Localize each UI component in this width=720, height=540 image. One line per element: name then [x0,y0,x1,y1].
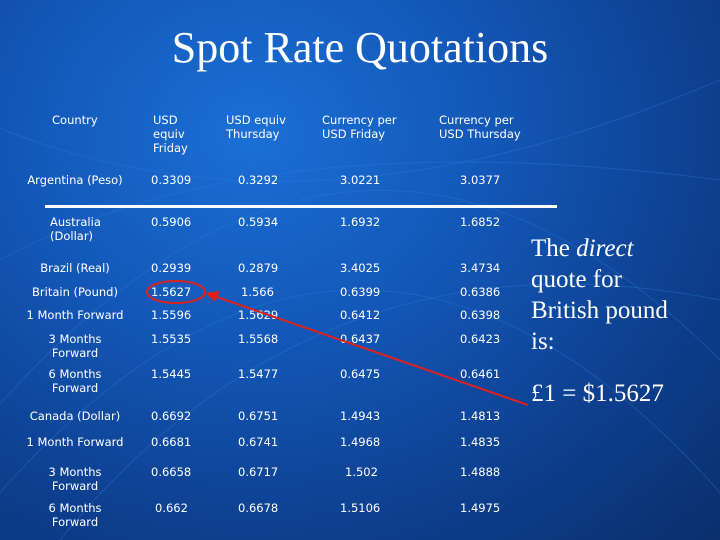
header-usd-equiv-friday: USD equiv Friday [153,113,188,155]
table-cell-currency-thursday: 1.4975 [460,501,501,515]
table-cell-currency-friday: 1.6932 [340,215,381,229]
table-cell-usd-thursday: 0.6717 [238,465,279,479]
note-line: is: [531,328,555,355]
header-currency-per-usd-friday: Currency per USD Friday [322,113,397,141]
table-cell-usd-friday: 0.2939 [151,261,192,275]
country-label: (Dollar) [50,229,94,243]
table-cell-usd-thursday: 0.6741 [238,435,279,449]
header-line: equiv [153,127,185,141]
header-line: Currency per [322,113,397,127]
table-cell-currency-thursday: 0.6386 [460,285,501,299]
country-label: Forward [51,346,99,360]
header-currency-per-usd-thursday: Currency per USD Thursday [439,113,521,141]
table-cell-usd-thursday: 0.2879 [238,261,279,275]
country-label: 3 Months [48,465,102,479]
table-cell-usd-friday: 0.6692 [151,409,192,423]
note-line: quote for [531,266,622,293]
header-line: USD Friday [322,127,386,141]
table-cell-currency-friday: 0.6399 [340,285,381,299]
table-row-country: 1 Month Forward [20,435,130,449]
arrowhead-icon [205,291,220,302]
table-row-country: Argentina (Peso) [20,173,130,187]
table-cell-currency-friday: 0.6412 [340,308,381,322]
country-label: 6 Months [48,367,102,381]
table-cell-currency-friday: 3.4025 [340,261,381,275]
country-label: Forward [51,479,99,493]
table-cell-currency-friday: 3.0221 [340,173,381,187]
pound-equation: £1 = $1.5627 [531,380,664,407]
table-cell-usd-thursday: 0.6678 [238,501,279,515]
table-cell-currency-thursday: 0.6461 [460,367,501,381]
table-row-country: 1 Month Forward [20,308,130,322]
header-line: Friday [153,141,188,155]
table-cell-usd-friday: 0.6658 [151,465,192,479]
table-cell-currency-friday: 0.6475 [340,367,381,381]
table-cell-currency-friday: 1.4968 [340,435,381,449]
country-label: Forward [51,381,99,395]
table-cell-usd-friday: 0.662 [155,501,188,515]
country-label: 6 Months [48,501,102,515]
table-cell-currency-thursday: 1.4888 [460,465,501,479]
table-cell-usd-thursday: 0.5934 [238,215,279,229]
table-cell-usd-thursday: 0.6751 [238,409,279,423]
header-line: USD Thursday [439,127,521,141]
table-cell-currency-thursday: 3.4734 [460,261,501,275]
country-label: Forward [51,515,99,529]
table-cell-usd-friday: 1.5596 [151,308,192,322]
table-row-country: Australia (Dollar) [20,215,130,243]
table-cell-usd-thursday: 1.5477 [238,367,279,381]
table-row-country: Brazil (Real) [20,261,130,275]
table-cell-currency-thursday: 1.4813 [460,409,501,423]
table-row-country: Canada (Dollar) [20,409,130,423]
table-cell-currency-friday: 0.6437 [340,332,381,346]
table-cell-currency-friday: 1.5106 [340,501,381,515]
table-cell-usd-friday: 0.6681 [151,435,192,449]
table-cell-usd-friday: 0.3309 [151,173,192,187]
country-label: 1 Month Forward [26,308,124,322]
header-usd-equiv-thursday: USD equiv Thursday [226,113,286,141]
country-label: Britain (Pound) [32,285,118,299]
table-row-country: 6 Months Forward [20,367,130,395]
country-label: 3 Months [48,332,102,346]
direct-quote-note: The direct quote for British pound is: [531,233,711,357]
table-cell-usd-thursday: 0.3292 [238,173,279,187]
header-line: Thursday [226,127,280,141]
header-line: Currency per [439,113,514,127]
country-label: Argentina (Peso) [27,173,123,187]
table-cell-usd-friday: 1.5627 [151,285,192,299]
table-cell-usd-thursday: 1.566 [241,285,274,299]
table-cell-usd-thursday: 1.5568 [238,332,279,346]
table-cell-currency-thursday: 1.4835 [460,435,501,449]
table-divider [45,205,557,208]
note-line: British pound [531,297,668,324]
table-cell-currency-thursday: 1.6852 [460,215,501,229]
table-cell-usd-friday: 1.5535 [151,332,192,346]
table-cell-currency-friday: 1.502 [345,465,378,479]
country-label: Australia [50,215,101,229]
header-country: Country [52,113,98,127]
table-cell-usd-friday: 1.5445 [151,367,192,381]
note-text: The [531,235,577,262]
table-cell-currency-friday: 1.4943 [340,409,381,423]
table-row-country: 3 Months Forward [20,332,130,360]
table-cell-currency-thursday: 0.6423 [460,332,501,346]
table-cell-currency-thursday: 0.6398 [460,308,501,322]
country-label: 1 Month Forward [26,435,124,449]
slide-title: Spot Rate Quotations [171,23,549,72]
country-label: Canada (Dollar) [29,409,121,423]
table-cell-usd-thursday: 1.5629 [238,308,279,322]
table-row-country: Britain (Pound) [20,285,130,299]
table-row-country: 6 Months Forward [20,501,130,529]
note-emphasis: direct [576,235,634,262]
note-line: The direct [531,233,711,264]
header-line: USD [153,113,178,127]
table-cell-usd-friday: 0.5906 [151,215,192,229]
table-cell-currency-thursday: 3.0377 [460,173,501,187]
header-line: USD equiv [226,113,286,127]
country-label: Brazil (Real) [40,261,110,275]
table-row-country: 3 Months Forward [20,465,130,493]
